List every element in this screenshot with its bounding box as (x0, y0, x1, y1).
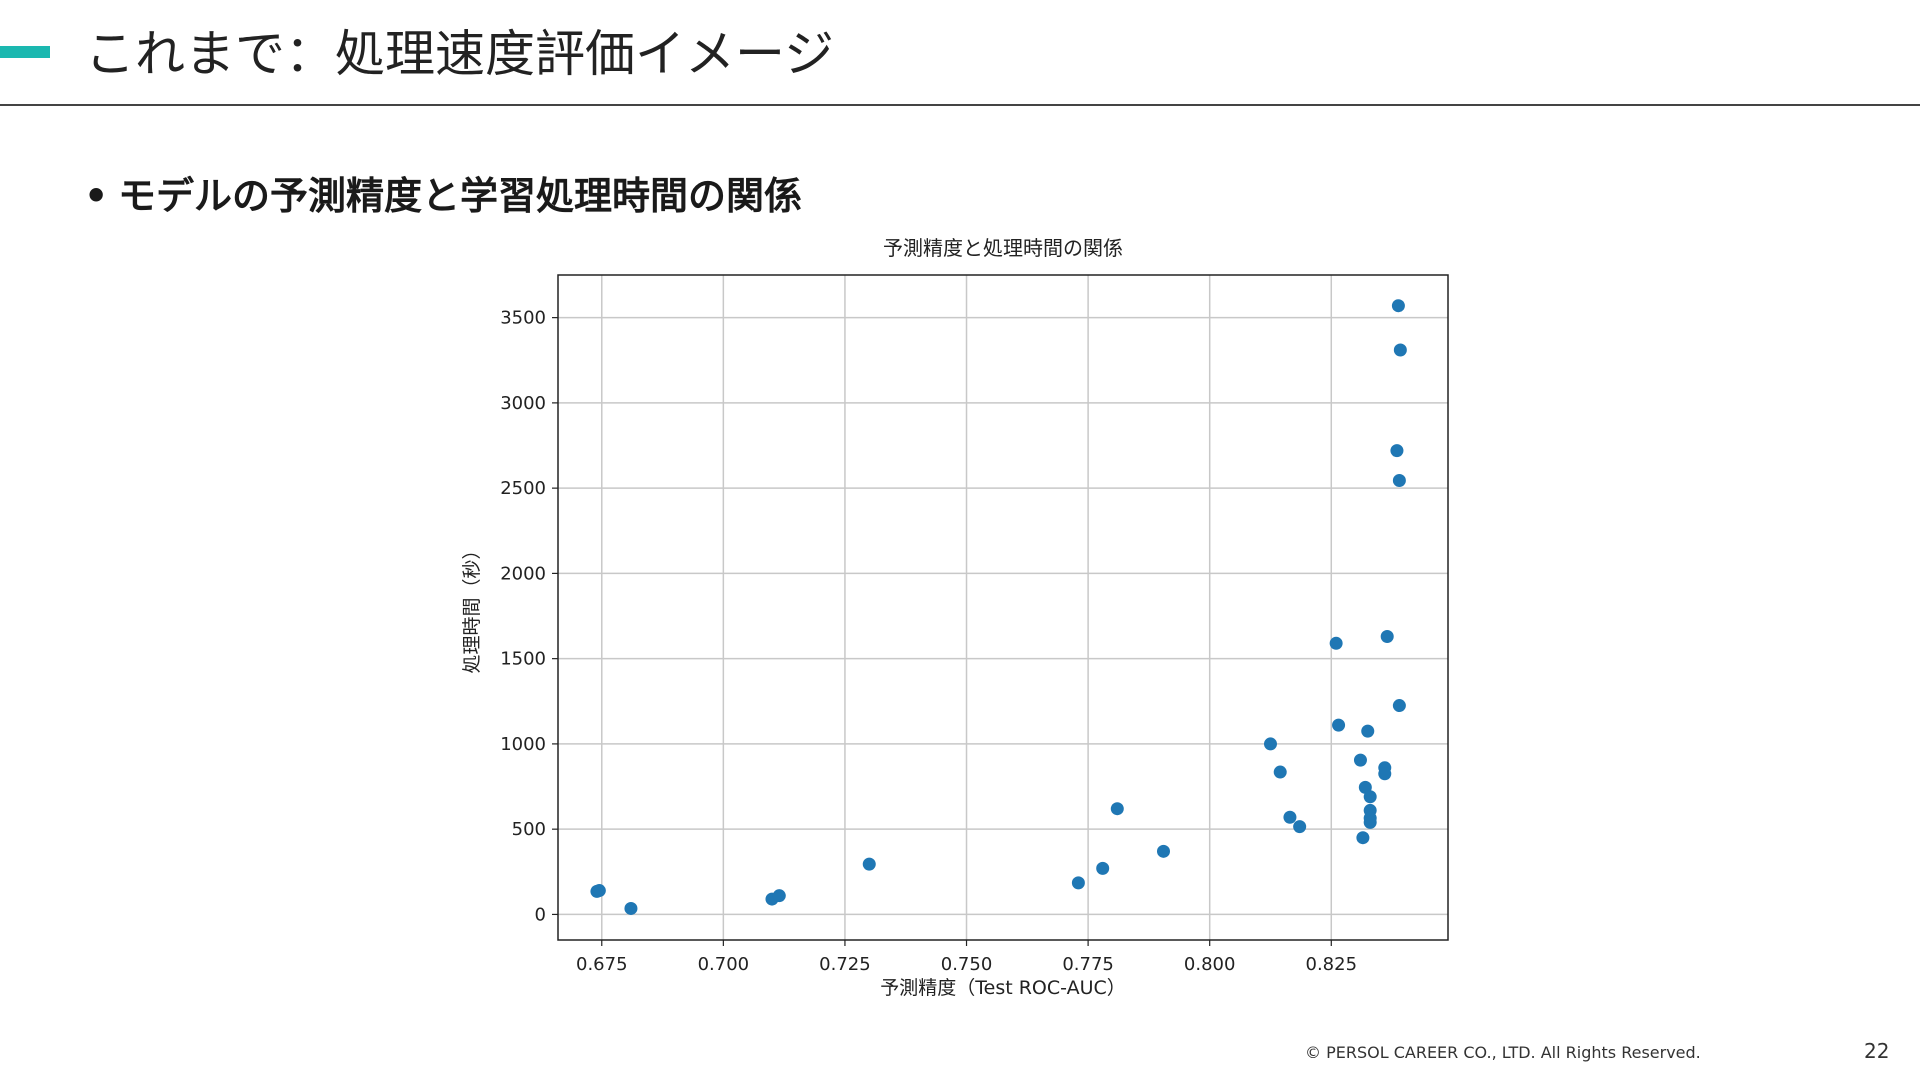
scatter-point (1110, 802, 1124, 816)
x-tick-label: 0.825 (1306, 954, 1358, 975)
chart-svg: 予測精度と処理時間の関係 0.675 0.700 0.725 0.750 0.775 0.… (461, 236, 1449, 999)
y-tick-label: 0 (535, 904, 546, 925)
title-accent-bar (0, 46, 50, 58)
scatter-point (1356, 831, 1370, 845)
scatter-point (1392, 699, 1406, 713)
scatter-point (1393, 343, 1407, 357)
x-tick-label: 0.750 (941, 954, 993, 975)
x-axis-label: 予測精度（Test ROC-AUC） (880, 977, 1126, 999)
y-tick-label: 1500 (500, 649, 546, 670)
scatter-point (1363, 815, 1377, 829)
data-points (590, 299, 1407, 915)
x-tick-label: 0.675 (576, 954, 628, 975)
scatter-point (1390, 444, 1404, 458)
slide-title: これまで：処理速度評価イメージ (85, 25, 834, 83)
y-tick-label: 1000 (500, 734, 546, 755)
y-axis-ticks: 0 500 1000 1500 2000 2500 3000 3500 (500, 308, 558, 925)
scatter-point (1361, 724, 1375, 738)
scatter-point (1096, 861, 1110, 875)
scatter-point (1363, 790, 1377, 804)
title-divider (0, 104, 1920, 106)
x-tick-label: 0.800 (1184, 954, 1236, 975)
scatter-point (1332, 718, 1346, 732)
chart-title: 予測精度と処理時間の関係 (883, 236, 1123, 260)
y-tick-label: 500 (512, 819, 546, 840)
scatter-point (624, 901, 638, 915)
page-number: 22 (1864, 1039, 1890, 1063)
x-axis-ticks: 0.675 0.700 0.725 0.750 0.775 0.800 0.825 (576, 940, 1357, 975)
scatter-point (592, 884, 606, 898)
y-tick-label: 3500 (500, 308, 546, 329)
scatter-point (1391, 299, 1405, 313)
x-tick-label: 0.700 (698, 954, 750, 975)
scatter-chart: 予測精度と処理時間の関係 0.675 0.700 0.725 0.750 0.775 0.… (440, 230, 1480, 1010)
scatter-point (1380, 629, 1394, 643)
grid-lines (558, 275, 1448, 940)
scatter-point (1392, 473, 1406, 487)
x-tick-label: 0.775 (1062, 954, 1114, 975)
bullet-item: • モデルの予測精度と学習処理時間の関係 (84, 172, 802, 220)
bullet-text: モデルの予測精度と学習処理時間の関係 (118, 174, 803, 218)
scatter-point (1329, 636, 1343, 650)
bullet-marker: • (84, 174, 109, 218)
y-tick-label: 2500 (500, 478, 546, 499)
scatter-point (1156, 844, 1170, 858)
scatter-point (1273, 765, 1287, 779)
y-tick-label: 3000 (500, 393, 546, 414)
y-axis-label: 処理時間（秒） (461, 540, 483, 673)
y-tick-label: 2000 (500, 563, 546, 584)
x-tick-label: 0.725 (819, 954, 871, 975)
copyright-footer: © PERSOL CAREER CO., LTD. All Rights Res… (1305, 1043, 1701, 1062)
scatter-point (1071, 876, 1085, 890)
plot-frame (557, 274, 1449, 941)
scatter-point (1293, 820, 1307, 834)
scatter-point (1353, 753, 1367, 767)
scatter-point (1378, 767, 1392, 781)
scatter-point (1263, 737, 1277, 751)
scatter-point (772, 889, 786, 903)
scatter-point (862, 857, 876, 871)
scatter-point (1283, 810, 1297, 824)
